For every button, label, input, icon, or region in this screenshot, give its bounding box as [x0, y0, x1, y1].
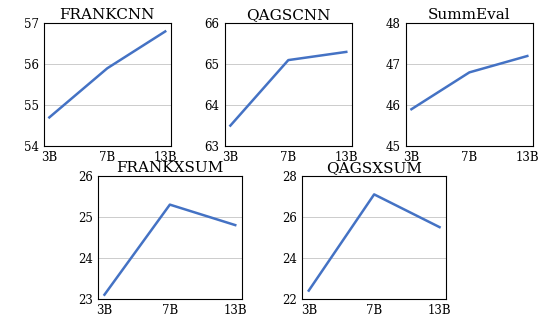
Title: FRANKXSUM: FRANKXSUM	[116, 161, 224, 175]
Title: QAGSXSUM: QAGSXSUM	[326, 161, 422, 175]
Title: QAGSCNN: QAGSCNN	[246, 8, 331, 22]
Title: FRANKCNN: FRANKCNN	[60, 8, 155, 22]
Title: SummEval: SummEval	[428, 8, 511, 22]
